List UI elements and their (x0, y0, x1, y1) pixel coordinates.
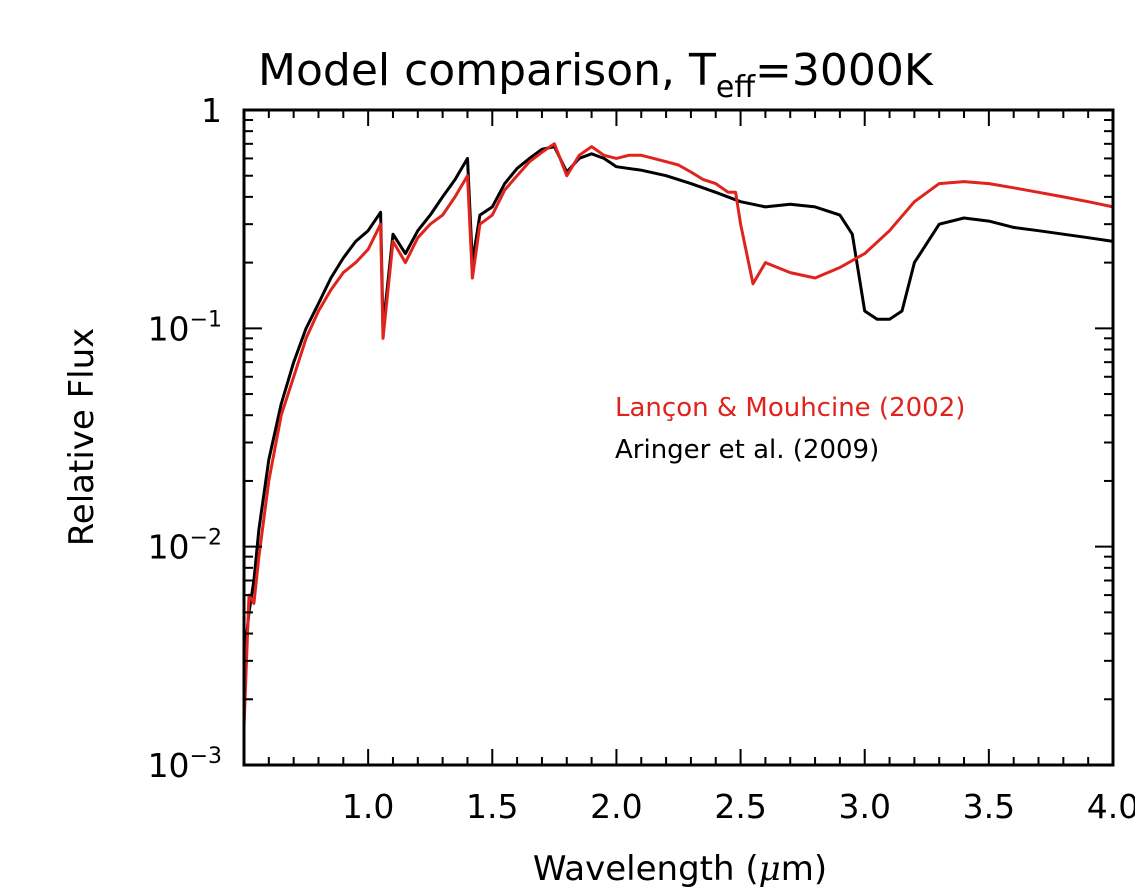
svg-text:Model comparison, Teff=3000K: Model comparison, Teff=3000K (258, 45, 934, 105)
x-tick-label: 1.0 (342, 787, 394, 826)
x-axis-label: Wavelength (μm) (533, 849, 827, 889)
x-tick-label: 4.0 (1087, 787, 1135, 826)
ticks-layer (244, 109, 1114, 766)
y-axis-label: Relative Flux (62, 328, 102, 547)
plot-frame (242, 108, 1115, 767)
x-tick-label: 2.5 (714, 787, 766, 826)
chart-title-subscript: eff (716, 70, 756, 105)
chart-title-main: Model comparison, T (258, 45, 716, 96)
x-tick-label: 1.5 (466, 787, 518, 826)
y-tick-labels: 1 10−1 10−2 10−3 (148, 91, 222, 785)
series-line-lancon (242, 142, 1114, 727)
x-tick-label: 3.0 (838, 787, 890, 826)
x-tick-labels: 1.0 1.5 2.0 2.5 3.0 3.5 4.0 (342, 787, 1135, 826)
x-tick-label: 3.5 (963, 787, 1015, 826)
y-tick-label: 10−3 (148, 744, 222, 785)
legend-entry-lancon: Lançon & Mouhcine (2002) (615, 393, 965, 423)
legend: Lançon & Mouhcine (2002) Aringer et al. … (615, 393, 965, 465)
chart-title-tail: =3000K (755, 45, 934, 96)
y-tick-label: 10−2 (148, 526, 222, 567)
x-tick-label: 2.0 (590, 787, 642, 826)
legend-entry-aringer: Aringer et al. (2009) (615, 435, 879, 465)
chart-title: Model comparison, Teff=3000K (258, 45, 934, 105)
series-layer (242, 142, 1114, 727)
y-tick-label: 10−1 (148, 307, 222, 348)
y-tick-label: 1 (201, 91, 222, 130)
